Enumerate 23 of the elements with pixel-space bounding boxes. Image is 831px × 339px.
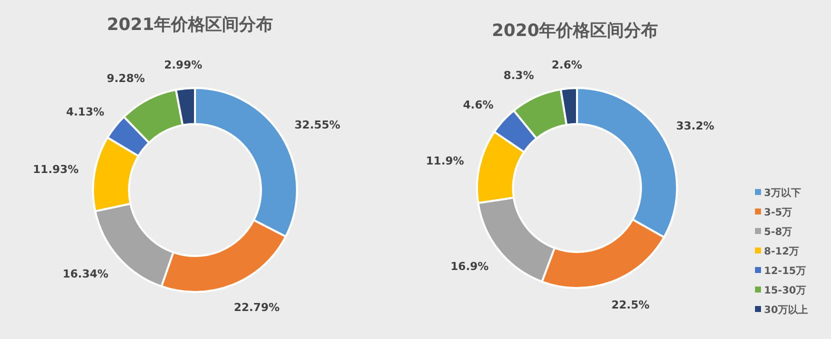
data-label: 11.9% <box>426 154 464 168</box>
data-label: 22.5% <box>611 298 650 312</box>
legend-label: 12-15万 <box>764 266 806 277</box>
chart-title: 2020年价格区间分布 <box>492 21 658 41</box>
data-label: 4.6% <box>463 98 494 112</box>
legend-label: 15-30万 <box>764 286 806 296</box>
data-label: 16.9% <box>450 260 489 274</box>
legend-label: 8-12万 <box>764 246 800 258</box>
data-label: 8.3% <box>503 68 534 82</box>
data-label: 16.34% <box>62 267 108 280</box>
legend-label: 30万以上 <box>764 304 808 316</box>
data-label: 2.6% <box>552 58 582 72</box>
data-label: 4.13% <box>66 106 104 119</box>
data-label: 9.28% <box>106 72 145 86</box>
data-label: 33.2% <box>676 120 714 133</box>
legend-label: 5-8万 <box>764 227 792 238</box>
data-label: 22.79% <box>234 300 280 314</box>
legend-label: 3万以下 <box>764 187 801 199</box>
chart-title: 2021年价格区间分布 <box>106 15 274 35</box>
legend-label: 3-5万 <box>764 208 792 218</box>
data-label: 11.93% <box>32 163 79 176</box>
data-label: 2.99% <box>164 58 202 72</box>
data-label: 32.55% <box>294 118 340 132</box>
